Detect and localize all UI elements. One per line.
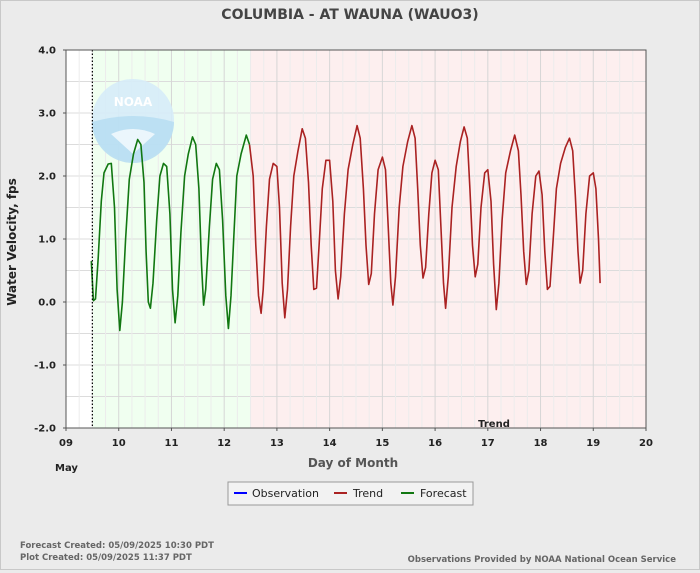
x-tick-label: 16: [428, 438, 442, 449]
y-axis-label: Water Velocity, fps: [5, 178, 19, 306]
plot-area: NOAA -2.0 -1.0 0.0 1.0 2.0 3.0 4.0 09 10 11 12 13 14 1…: [34, 46, 653, 450]
chart-title: COLUMBIA - AT WAUNA (WAUO3): [221, 7, 478, 23]
y-tick-label: -1.0: [34, 361, 56, 372]
x-tick-label: 10: [112, 438, 126, 449]
y-tick-label: 4.0: [38, 46, 56, 57]
x-tick-label: 14: [323, 438, 337, 449]
y-tick-label: -2.0: [34, 424, 56, 435]
y-tick-label: 3.0: [38, 109, 56, 120]
noaa-logo-bird-icon: [111, 129, 155, 154]
noaa-logo-text: NOAA: [114, 95, 153, 109]
plot-created: Plot Created: 05/09/2025 11:37 PDT: [20, 553, 192, 563]
x-tick-label: 11: [164, 438, 178, 449]
x-axis-label: Day of Month: [308, 456, 398, 470]
legend-box: [227, 481, 474, 506]
y-tick-label: 2.0: [38, 172, 56, 183]
legend: Observation Trend Forecast: [227, 481, 474, 506]
x-tick-label: 17: [481, 438, 495, 449]
x-tick-label: 20: [639, 438, 653, 449]
x-tick-label: 13: [270, 438, 284, 449]
trend-region-label: Trend: [478, 419, 510, 430]
x-tick-label: 18: [534, 438, 548, 449]
x-tick-label: 12: [217, 438, 231, 449]
x-tick-label: 19: [586, 438, 600, 449]
forecast-created: Forecast Created: 05/09/2025 10:30 PDT: [20, 541, 214, 551]
month-label: May: [55, 463, 78, 474]
y-tick-label: 1.0: [38, 235, 56, 246]
data-credit: Observations Provided by NOAA National O…: [408, 555, 677, 565]
series-line-trend: [248, 124, 601, 319]
x-tick-label: 15: [375, 438, 389, 449]
legend-label-observation: Observation: [252, 487, 319, 500]
y-tick-label: 0.0: [38, 298, 56, 309]
x-tick-label: 09: [59, 438, 73, 449]
series-line-forecast: [90, 134, 251, 332]
legend-label-trend: Trend: [352, 487, 383, 500]
legend-label-forecast: Forecast: [420, 487, 467, 500]
